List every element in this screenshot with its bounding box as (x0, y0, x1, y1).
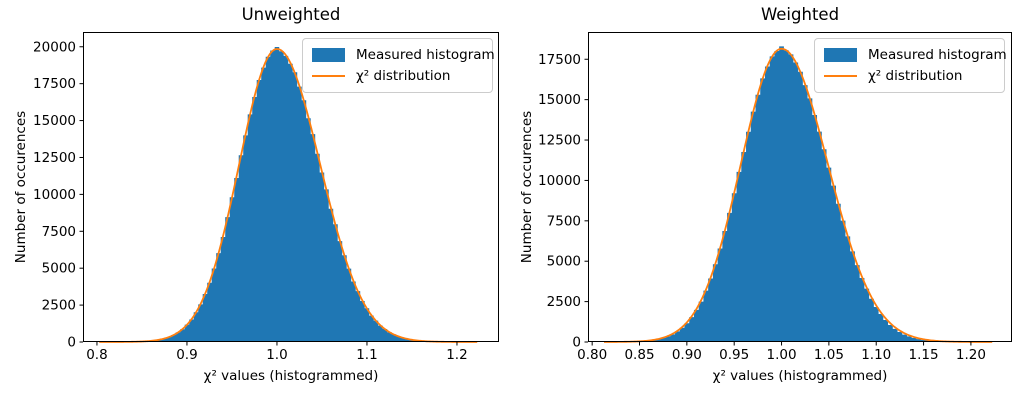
legend-weighted: Measured histogram χ² distribution (814, 38, 1007, 93)
y-axis-label-unweighted: Number of occurences (13, 110, 29, 264)
x-tick-label: 0.85 (624, 347, 654, 363)
y-tick-label: 2500 (42, 298, 76, 314)
x-tick-label: 0.80 (577, 347, 607, 363)
legend-unweighted: Measured histogram χ² distribution (302, 38, 495, 93)
chi2-curve (99, 48, 478, 343)
legend-entry-chi2-curve: χ² distribution (824, 66, 995, 87)
x-tick-label: 1.05 (814, 347, 844, 363)
y-tick-label: 5000 (547, 254, 581, 270)
x-tick-label: 1.00 (767, 347, 797, 363)
legend-entry-histogram: Measured histogram (312, 44, 495, 65)
legend-entry-chi2-curve: χ² distribution (312, 66, 483, 87)
chi2-curve (604, 47, 993, 343)
histogram-swatch (824, 47, 857, 62)
x-tick-label: 0.9 (176, 347, 197, 363)
y-tick-label: 12500 (33, 150, 76, 166)
x-tick-label: 0.95 (719, 347, 749, 363)
axes-frame (588, 32, 1012, 342)
histogram-bars (99, 47, 478, 343)
x-tick-label: 1.2 (446, 347, 467, 363)
curve-swatch-line (824, 75, 857, 78)
plot-title-unweighted: Unweighted (241, 5, 341, 24)
x-tick-label: 1.20 (956, 347, 986, 363)
x-tick-label: 1.1 (356, 347, 377, 363)
x-tick-label: 1.10 (861, 347, 891, 363)
legend-label: χ² distribution (868, 68, 963, 85)
x-axis-label-weighted: χ² values (histogrammed) (712, 368, 888, 384)
y-tick-label: 17500 (538, 52, 581, 68)
legend-label: χ² distribution (356, 68, 451, 85)
y-tick-label: 7500 (42, 224, 76, 240)
y-tick-label: 0 (67, 335, 76, 351)
y-tick-label: 0 (572, 335, 581, 351)
y-tick-label: 20000 (33, 39, 76, 55)
x-tick-label: 1.15 (909, 347, 939, 363)
weighted-plot: 0.80 0.85 0.90 0.95 1.00 1.05 1.10 1.15 1.20 0 250… (538, 32, 1012, 363)
y-tick-label: 5000 (42, 261, 76, 277)
legend-label: Measured histogram (356, 46, 495, 63)
y-tick-label: 15000 (33, 113, 76, 129)
y-tick-label: 7500 (547, 213, 581, 229)
y-tick-label: 2500 (547, 294, 581, 310)
y-tick-label: 17500 (33, 76, 76, 92)
curve-swatch (824, 69, 857, 83)
legend-label: Measured histogram (868, 46, 1007, 63)
y-tick-label: 10000 (538, 173, 581, 189)
legend-entry-histogram: Measured histogram (824, 44, 1007, 65)
y-tick-label: 15000 (538, 92, 581, 108)
histogram-bars (604, 46, 993, 342)
curve-swatch-line (312, 75, 345, 78)
plot-title-weighted: Weighted (760, 5, 840, 24)
curve-swatch (312, 69, 345, 83)
unweighted-plot: 0.8 0.9 1.0 1.1 1.2 0 2500 5000 7500 10000 12500 15… (33, 32, 499, 363)
axes-frame (83, 32, 499, 342)
x-tick-label: 0.8 (86, 347, 107, 363)
x-axis-label-unweighted: χ² values (histogrammed) (203, 368, 379, 384)
x-tick-label: 0.90 (672, 347, 702, 363)
x-tick-label: 1.0 (266, 347, 287, 363)
y-axis-label-weighted: Number of occurences (519, 110, 535, 264)
y-tick-label: 12500 (538, 133, 581, 149)
y-tick-label: 10000 (33, 187, 76, 203)
histogram-swatch (312, 47, 345, 62)
